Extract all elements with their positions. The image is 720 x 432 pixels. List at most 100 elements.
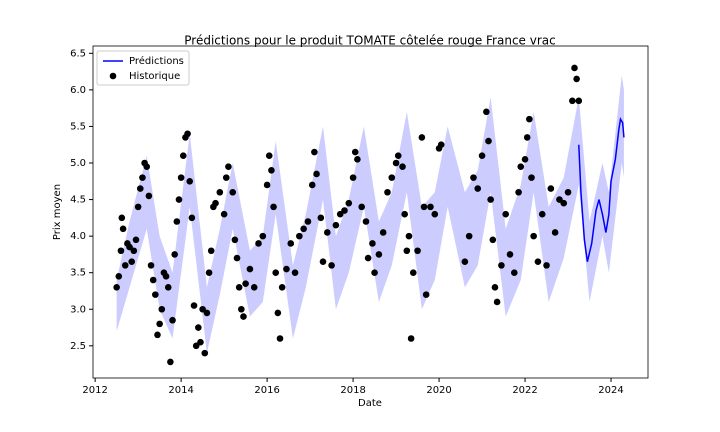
history-point — [145, 192, 153, 200]
history-point — [240, 313, 247, 320]
history-point — [220, 210, 228, 218]
history-point — [139, 174, 146, 181]
history-point — [375, 251, 383, 258]
history-point — [521, 156, 529, 163]
history-point — [573, 75, 580, 83]
history-point — [564, 188, 572, 196]
history-point — [169, 316, 176, 324]
history-point — [233, 254, 241, 262]
history-point — [336, 210, 344, 218]
history-point — [534, 258, 542, 266]
history-point — [403, 247, 411, 255]
history-point — [231, 236, 239, 244]
history-point — [392, 159, 400, 167]
plot-frame — [92, 45, 649, 379]
x-tick-label: 2014 — [168, 385, 193, 396]
history-point — [190, 302, 198, 309]
history-point — [147, 262, 155, 269]
history-point — [349, 174, 357, 181]
history-point — [547, 185, 555, 192]
history-point — [311, 148, 318, 156]
history-point — [414, 247, 421, 255]
history-point — [212, 199, 219, 207]
history-point — [517, 163, 525, 170]
history-point — [483, 108, 490, 116]
y-tick-label: 5.5 — [70, 121, 86, 132]
history-point — [401, 210, 408, 218]
y-tick-label: 6.0 — [70, 85, 86, 96]
history-point — [560, 199, 568, 207]
history-point — [543, 262, 550, 269]
history-point — [265, 152, 273, 159]
y-tick-label: 2.5 — [70, 341, 86, 352]
history-point — [478, 152, 486, 159]
history-point — [485, 137, 492, 145]
history-point — [569, 97, 576, 105]
history-point — [175, 196, 183, 203]
history-point — [132, 236, 140, 244]
history-point — [117, 247, 125, 255]
history-point — [511, 269, 518, 276]
history-point — [162, 273, 170, 280]
history-point — [427, 203, 434, 211]
y-tick-label: 4.5 — [70, 195, 86, 206]
history-point — [319, 258, 327, 266]
history-point — [394, 152, 402, 159]
x-tick-label: 2022 — [512, 385, 537, 396]
history-point — [491, 284, 499, 291]
history-point — [431, 210, 439, 218]
history-point — [225, 163, 232, 170]
history-point — [242, 280, 249, 287]
history-point — [399, 163, 406, 170]
history-point — [332, 221, 340, 229]
history-point — [358, 203, 365, 211]
history-point — [263, 181, 271, 189]
history-point — [126, 243, 133, 251]
history-point — [461, 258, 469, 266]
history-point — [308, 181, 316, 189]
history-point — [371, 269, 378, 276]
y-tick-label: 3.5 — [70, 268, 86, 279]
y-tick-label: 5.0 — [70, 158, 86, 169]
history-point — [418, 134, 426, 141]
history-point — [575, 97, 583, 105]
legend-label: Historique — [129, 71, 180, 82]
history-point — [354, 156, 361, 163]
history-point — [121, 262, 129, 269]
history-point — [272, 269, 280, 276]
x-axis-label: Date — [358, 398, 382, 409]
history-point — [287, 240, 295, 247]
history-point — [422, 291, 430, 298]
history-point — [246, 265, 254, 273]
history-point — [278, 284, 286, 291]
history-point — [184, 130, 191, 138]
history-point — [274, 309, 282, 317]
history-point — [291, 269, 299, 276]
history-point — [250, 284, 258, 291]
history-point — [304, 218, 312, 225]
history-point — [474, 185, 482, 192]
history-point — [388, 174, 396, 181]
history-point — [409, 269, 417, 276]
history-point — [523, 134, 531, 141]
history-point — [156, 320, 163, 328]
history-point — [238, 305, 245, 313]
legend-label: Prédictions — [129, 55, 184, 67]
history-point — [119, 225, 127, 233]
history-point — [313, 170, 320, 178]
history-point — [113, 284, 120, 291]
history-point — [493, 298, 501, 306]
history-point — [407, 335, 415, 342]
history-point — [130, 247, 138, 255]
history-point — [199, 305, 206, 313]
history-point — [235, 284, 243, 291]
history-point — [530, 232, 537, 240]
history-point — [328, 262, 335, 269]
history-point — [364, 254, 372, 262]
x-tick-label: 2016 — [254, 385, 279, 396]
history-point — [195, 324, 202, 331]
legend-box — [96, 50, 190, 86]
history-point — [405, 232, 413, 240]
history-point — [276, 335, 284, 342]
history-point — [205, 269, 213, 276]
